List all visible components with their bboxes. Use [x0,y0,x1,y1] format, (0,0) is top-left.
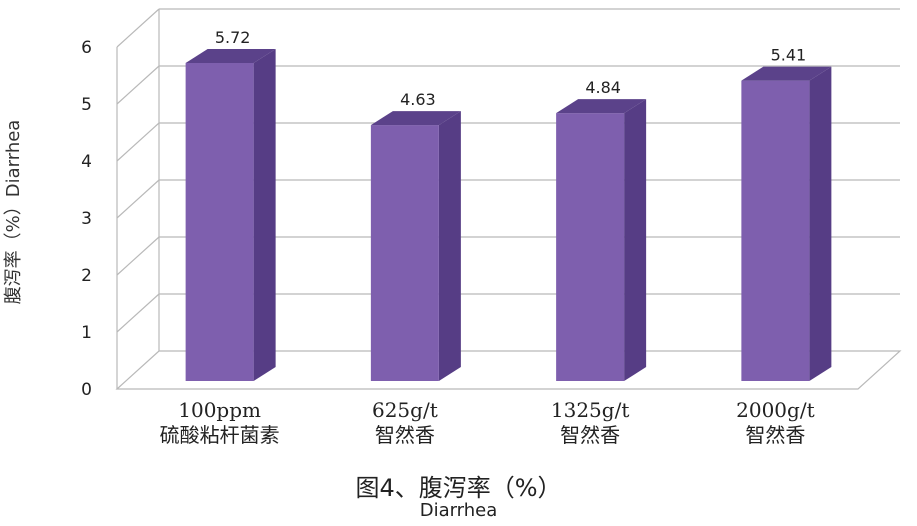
bar-top [185,48,276,63]
y-tick-label: 5 [81,95,92,115]
bar-top [556,99,647,114]
data-label: 4.84 [585,78,621,97]
x-tick-label: 2000g/t [736,398,814,422]
y-axis-ticks: 0 1 2 3 4 5 6 [81,38,92,400]
data-label: 5.72 [215,28,251,47]
gridline-diagonal [116,8,160,48]
bar-front [370,125,439,381]
x-tick-label: 硫酸粘杆菌素 [160,423,280,447]
y-tick-label: 6 [81,38,92,58]
bar [370,111,461,381]
chart-subtitle: Diarrhea [419,500,498,521]
bar-side [624,99,647,382]
y-axis-label: 腹泻率（%）Diarrhea [3,119,24,305]
data-label: 4.63 [400,90,436,109]
x-tick-label: 1325g/t [551,398,629,422]
bar [185,48,276,382]
y-tick-label: 3 [81,209,92,229]
bar-front [556,113,625,382]
chart-floor [115,350,902,390]
gridline-diagonal [116,236,160,276]
chart-title: 图4、腹泻率（%） [355,474,562,502]
x-tick-label: 智然香 [745,423,805,447]
x-axis-labels: 100ppm硫酸粘杆菌素625g/t智然香1325g/t智然香2000g/t智然… [160,398,815,447]
x-tick-label: 智然香 [375,423,435,447]
y-tick-label: 0 [81,380,92,400]
bar [741,66,832,381]
data-label: 5.41 [771,46,807,65]
y-tick-label: 2 [81,266,92,286]
bar-top [370,111,461,126]
x-tick-label: 625g/t [372,398,438,422]
bar-side [438,111,461,381]
bar [556,99,647,382]
bar-top [741,66,832,81]
y-tick-label: 1 [81,323,92,343]
x-tick-label: 100ppm [178,398,261,422]
bars: 5.72 4.63 4.84 5.41 [185,28,832,382]
gridline-diagonal [116,65,160,105]
bar-front [741,80,810,381]
bar-side [253,48,276,382]
x-tick-label: 智然香 [560,423,620,447]
bar-front [185,62,254,382]
gridline-diagonal [116,179,160,219]
bar-side [809,66,832,381]
gridline-diagonal [116,122,160,162]
gridline-diagonal [116,293,160,333]
y-tick-label: 4 [81,152,92,172]
